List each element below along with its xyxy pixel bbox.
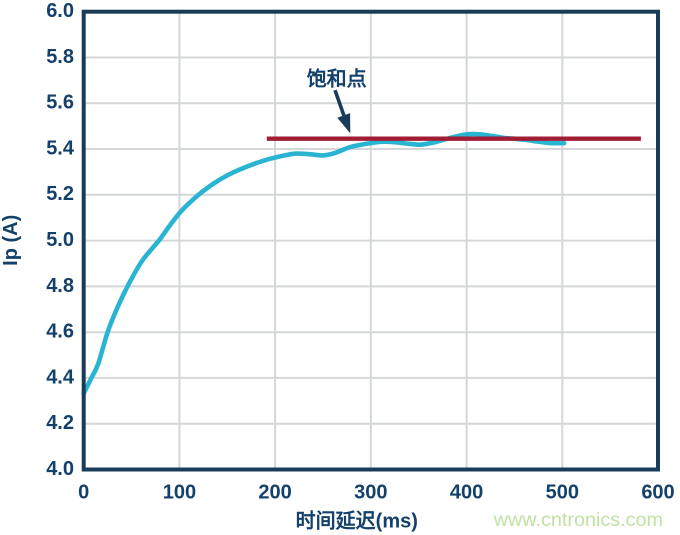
svg-text:400: 400 [450, 482, 483, 504]
svg-text:5.2: 5.2 [46, 183, 74, 205]
svg-text:4.4: 4.4 [46, 366, 75, 388]
svg-text:饱和点: 饱和点 [307, 67, 367, 91]
svg-text:600: 600 [641, 482, 674, 504]
svg-text:5.8: 5.8 [46, 46, 74, 68]
svg-text:4.2: 4.2 [46, 412, 74, 434]
svg-text:5.4: 5.4 [46, 137, 75, 159]
svg-text:500: 500 [546, 482, 579, 504]
svg-text:5.6: 5.6 [46, 92, 74, 114]
svg-text:0: 0 [78, 482, 89, 504]
svg-text:4.8: 4.8 [46, 275, 74, 297]
svg-text:100: 100 [163, 482, 196, 504]
svg-text:时间延迟(ms): 时间延迟(ms) [296, 509, 418, 533]
svg-text:300: 300 [354, 482, 387, 504]
svg-text:5.0: 5.0 [46, 229, 74, 251]
svg-text:Ip (A): Ip (A) [0, 215, 22, 266]
svg-text:200: 200 [258, 482, 291, 504]
svg-text:4.6: 4.6 [46, 321, 74, 343]
svg-text:www.cntronics.com: www.cntronics.com [493, 509, 663, 531]
svg-text:4.0: 4.0 [46, 458, 74, 480]
svg-text:6.0: 6.0 [46, 0, 74, 22]
